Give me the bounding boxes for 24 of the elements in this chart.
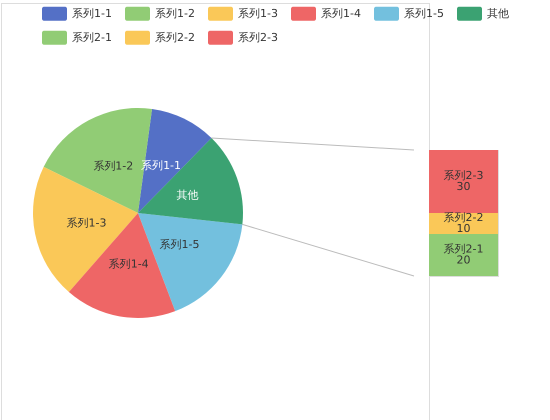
slice-label: 系列1-3 xyxy=(66,216,107,230)
text: 系列2-2 xyxy=(155,30,195,44)
pie-slice xyxy=(44,108,152,213)
series-label: 系列2-1 xyxy=(444,242,484,256)
legend-label: 系列1-5 xyxy=(404,6,444,20)
series-label: 系列2-2 xyxy=(444,211,484,224)
legend-label: 系列1-4 xyxy=(321,6,361,20)
data-label: 10 xyxy=(456,222,470,235)
text: 系列2-1 xyxy=(72,30,112,44)
data-label: 20 xyxy=(456,254,470,266)
slice-label: 系列1-2 xyxy=(93,160,134,173)
pie-slice xyxy=(138,138,243,224)
slice-label: 系列1-5 xyxy=(160,238,200,252)
slice-label: 系列1-4 xyxy=(108,258,149,271)
legend-label: 系列1-3 xyxy=(238,6,278,20)
legend-label: 其他 xyxy=(487,6,509,20)
legend-label: 系列1-2 xyxy=(155,6,195,20)
text: 系列2-3 xyxy=(238,30,278,44)
data-label: 30 xyxy=(456,180,470,193)
series-label: 系列2-3 xyxy=(444,169,484,182)
pie-slice xyxy=(138,108,212,213)
slice-label: 系列1-1 xyxy=(141,158,182,172)
legend-label: 系列1-1 xyxy=(72,6,112,20)
slice-label: 其他 xyxy=(176,188,198,202)
